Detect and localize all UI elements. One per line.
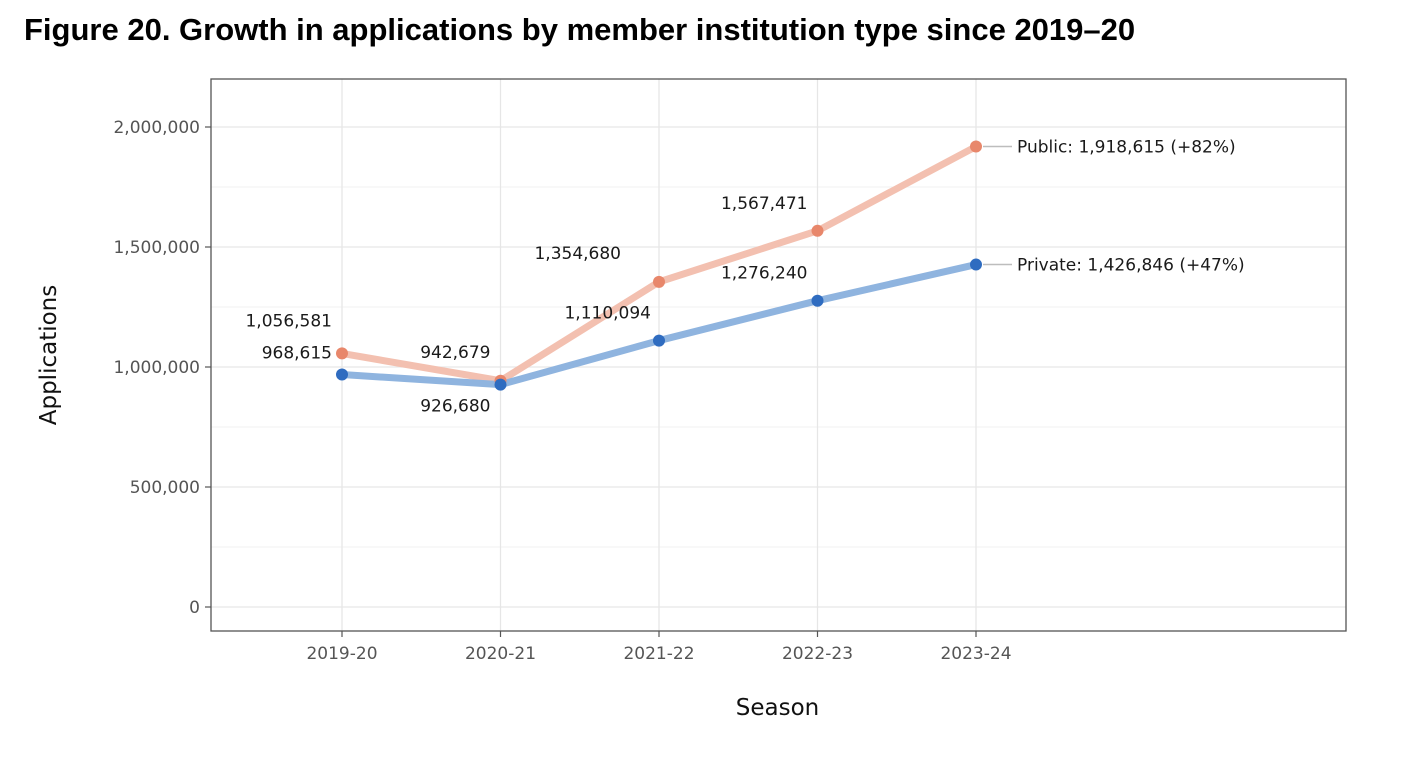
data-label-private: 926,680	[420, 397, 490, 417]
data-label-private: 968,615	[262, 344, 332, 364]
y-tick-label: 0	[189, 598, 200, 618]
x-tick-label: 2022-23	[782, 644, 853, 664]
data-label-public: 1,567,471	[721, 194, 808, 214]
data-point-public	[811, 224, 824, 237]
data-point-private	[494, 378, 507, 391]
data-point-private	[811, 294, 824, 307]
data-label-private: 1,110,094	[564, 304, 651, 324]
y-tick-label: 2,000,000	[113, 118, 200, 138]
x-tick-label: 2021-22	[623, 644, 694, 664]
chart-title: Figure 20. Growth in applications by mem…	[24, 12, 1136, 47]
data-label-public: 1,056,581	[245, 311, 332, 331]
data-point-private	[336, 368, 348, 381]
y-tick-label: 1,000,000	[113, 358, 200, 378]
y-tick-label: 1,500,000	[113, 238, 200, 258]
data-point-public	[653, 275, 665, 288]
x-axis-title: Season	[736, 695, 819, 721]
data-point-public	[336, 347, 348, 360]
y-axis-title: Applications	[36, 285, 62, 426]
data-point-public	[970, 140, 982, 153]
data-label-public: 1,354,680	[534, 244, 621, 264]
end-label-public: Public: 1,918,615 (+82%)	[1017, 138, 1236, 158]
end-label-private: Private: 1,426,846 (+47%)	[1017, 256, 1245, 276]
x-tick-label: 2023-24	[940, 644, 1011, 664]
x-tick-label: 2020-21	[465, 644, 536, 664]
data-label-public: 942,679	[420, 343, 490, 363]
plot-panel	[211, 79, 1346, 631]
data-label-private: 1,276,240	[721, 264, 808, 284]
x-tick-label: 2019-20	[306, 644, 377, 664]
data-point-private	[653, 334, 665, 347]
y-tick-label: 500,000	[130, 478, 200, 498]
data-point-private	[970, 258, 982, 271]
plot-border	[210, 78, 1347, 632]
